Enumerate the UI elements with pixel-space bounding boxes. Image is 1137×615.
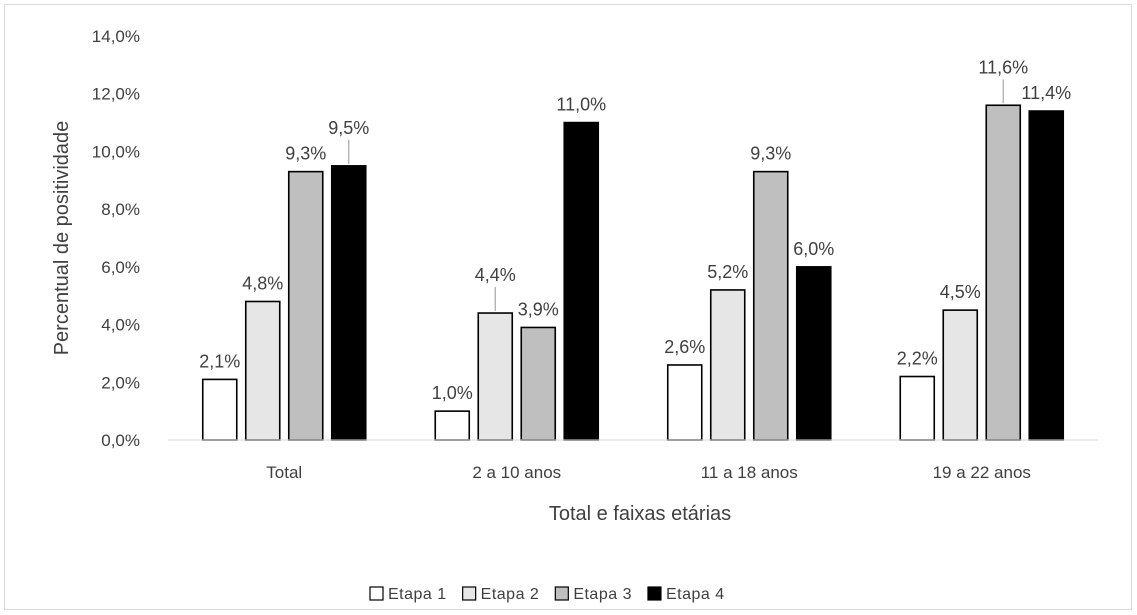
bar-etapa-1	[434, 410, 471, 441]
y-tick-label: 6,0%	[101, 258, 140, 277]
data-label: 9,5%	[328, 118, 369, 138]
data-label: 2,6%	[664, 337, 705, 357]
y-tick-label: 14,0%	[92, 27, 140, 46]
y-tick-label: 8,0%	[101, 200, 140, 219]
data-labels: 2,1%4,8%9,3%9,5%1,0%4,4%3,9%11,0%2,6%5,2…	[199, 57, 1071, 403]
data-label: 9,3%	[285, 144, 326, 164]
data-label: 11,6%	[978, 57, 1028, 77]
bar-etapa-1	[899, 375, 936, 441]
legend-swatch	[554, 586, 569, 601]
x-axis-categories: Total 2 a 10 anos 11 a 18 anos 19 a 22 anos	[266, 463, 1031, 482]
legend-label: Etapa 4	[666, 586, 725, 603]
bar-etapa-1	[201, 378, 238, 441]
data-label: 3,9%	[518, 299, 559, 319]
bar-etapa-2	[244, 300, 281, 441]
bar-etapa-2	[477, 312, 514, 441]
bar-etapa-3	[520, 326, 557, 441]
x-category-label: 11 a 18 anos	[701, 463, 798, 482]
data-label: 4,4%	[475, 265, 516, 285]
legend-swatch	[462, 586, 477, 601]
bar-etapa-4	[1028, 110, 1065, 441]
y-axis-ticks: 0,0% 2,0% 4,0% 6,0% 8,0% 10,0% 12,0% 14,0%	[92, 27, 140, 450]
data-label: 4,5%	[940, 282, 981, 302]
chart-frame	[4, 4, 1132, 610]
y-tick-label: 10,0%	[92, 142, 140, 161]
legend-label: Etapa 1	[388, 586, 447, 603]
data-label: 11,0%	[556, 95, 606, 115]
legend-swatch	[647, 586, 662, 601]
bar-etapa-4	[795, 266, 832, 441]
y-tick-label: 2,0%	[101, 373, 140, 392]
data-label: 2,1%	[199, 351, 240, 371]
data-label: 4,8%	[242, 273, 283, 293]
data-label: 1,0%	[432, 383, 473, 403]
x-axis-title: Total e faixas etárias	[549, 503, 731, 525]
bar-etapa-2	[942, 309, 979, 441]
bar-etapa-2	[709, 289, 746, 441]
y-axis-title: Percentual de positividade	[51, 121, 73, 356]
y-tick-label: 0,0%	[101, 431, 140, 450]
x-category-label: 2 a 10 anos	[472, 463, 561, 482]
data-label: 11,4%	[1021, 83, 1071, 103]
bar-etapa-3	[287, 170, 324, 441]
bar-etapa-4	[330, 165, 367, 441]
data-label: 5,2%	[707, 262, 748, 282]
x-category-label: 19 a 22 anos	[933, 463, 1031, 482]
bar-etapa-1	[666, 364, 703, 441]
data-label: 2,2%	[897, 349, 938, 369]
legend-label: Etapa 3	[573, 586, 632, 603]
bar-etapa-3	[752, 170, 789, 441]
y-tick-label: 12,0%	[92, 85, 140, 104]
x-category-label: Total	[266, 463, 302, 482]
legend-label: Etapa 2	[481, 586, 540, 603]
y-tick-label: 4,0%	[101, 316, 140, 335]
data-label: 9,3%	[750, 144, 791, 164]
bars	[201, 104, 1065, 441]
legend: Etapa 1 Etapa 2 Etapa 3 Etapa 4	[369, 586, 725, 603]
bar-etapa-3	[985, 104, 1022, 441]
legend-swatch	[369, 586, 384, 601]
bar-etapa-4	[563, 121, 600, 441]
data-label: 6,0%	[793, 239, 834, 259]
